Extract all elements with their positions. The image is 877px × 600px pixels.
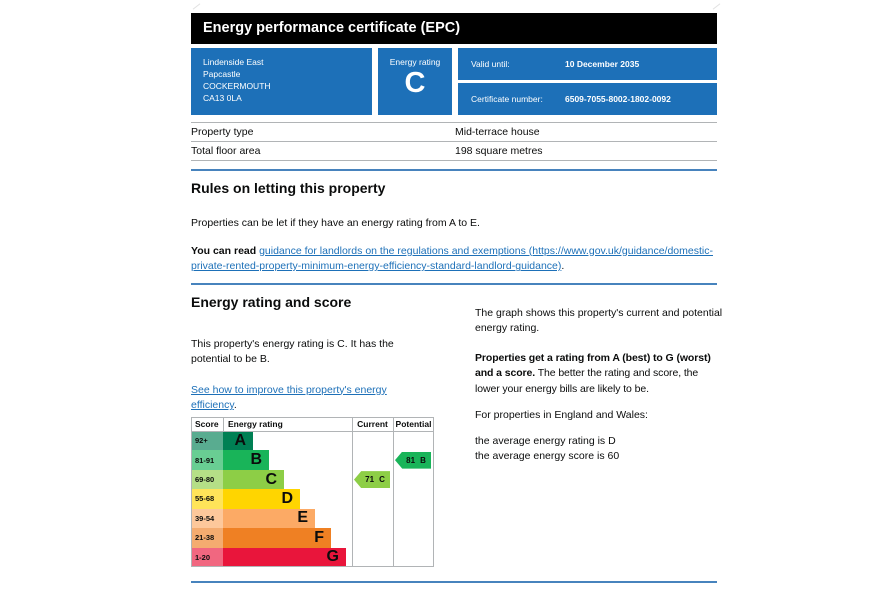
average-score-line: the average energy score is 60: [475, 450, 620, 463]
section-divider: [191, 169, 717, 171]
band-bar-f: F: [223, 528, 331, 548]
potential-rating-arrow: 81 B: [395, 451, 431, 469]
valid-until-box: Valid until: 10 December 2035: [458, 48, 717, 80]
property-details-table: Property type Mid-terrace house Total fl…: [191, 122, 717, 161]
england-wales-paragraph: For properties in England and Wales:: [475, 408, 648, 421]
chart-header-score: Score: [195, 419, 219, 429]
rules-paragraph-2: You can read guidance for landlords on t…: [191, 244, 715, 276]
valid-until-value: 10 December 2035: [565, 59, 640, 69]
property-type-value: Mid-terrace house: [455, 126, 540, 138]
band-score-b: 81-91: [191, 450, 223, 470]
band-bar-g: G: [223, 547, 346, 567]
address-line-4: CA13 0LA: [203, 92, 242, 103]
chart-column-line-potential: [393, 417, 394, 567]
band-score-e: 39-54: [191, 508, 223, 529]
floor-area-label: Total floor area: [191, 145, 261, 157]
property-address: Lindenside East Papcastle COCKERMOUTH CA…: [191, 48, 372, 115]
band-letter-f: F: [314, 528, 324, 546]
energy-rating-value: C: [404, 67, 426, 99]
chart-column-line-score: [223, 417, 224, 431]
band-score-a: 92+: [191, 431, 223, 451]
graph-explainer-paragraph: The graph shows this property's current …: [475, 306, 723, 335]
potential-rating-arrow-score: 81: [406, 455, 416, 465]
band-score-f: 21-38: [191, 528, 223, 548]
page-title: Energy performance certificate (EPC): [203, 20, 461, 36]
band-bar-c: C: [223, 469, 284, 490]
band-score-g: 1-20: [191, 547, 223, 567]
potential-rating-arrow-letter: B: [420, 455, 426, 465]
section-divider: [191, 283, 717, 285]
current-rating-arrow-letter: C: [379, 475, 385, 485]
address-line-2: Papcastle: [203, 68, 241, 79]
document-content: Energy performance certificate (EPC) Lin…: [191, 0, 722, 600]
page-title-bar: Energy performance certificate (EPC): [191, 13, 717, 44]
band-score-c: 69-80: [191, 469, 223, 490]
band-letter-e: E: [297, 509, 308, 527]
band-score-d: 55-68: [191, 489, 223, 509]
valid-until-label: Valid until:: [471, 59, 510, 69]
chart-header-potential: Potential: [395, 419, 432, 429]
rules-paragraph-2-prefix: You can read: [191, 244, 260, 257]
certificate-number-label: Certificate number:: [471, 94, 543, 104]
table-row: Property type Mid-terrace house: [191, 122, 717, 142]
section-divider: [191, 581, 717, 583]
band-letter-d: D: [281, 489, 293, 507]
band-bar-d: D: [223, 489, 300, 509]
band-bar-e: E: [223, 508, 315, 529]
averages-paragraph: the average energy rating is D the averag…: [475, 434, 725, 466]
band-letter-g: G: [326, 548, 339, 566]
rules-paragraph-1: Properties can be let if they have an en…: [191, 216, 480, 229]
improve-suffix: .: [233, 399, 237, 412]
chart-header-current: Current: [357, 419, 388, 429]
rating-explainer-paragraph: Properties get a rating from A (best) to…: [475, 351, 725, 398]
current-rating-arrow-score: 71: [365, 475, 375, 485]
average-rating-line: the average energy rating is D: [475, 434, 616, 447]
band-bar-b: B: [223, 450, 269, 470]
property-type-label: Property type: [191, 126, 254, 138]
band-letter-b: B: [250, 451, 262, 469]
current-rating-arrow: 71 C: [354, 471, 390, 489]
landlord-guidance-link[interactable]: guidance for landlords on the regulation…: [191, 244, 713, 273]
band-letter-c: C: [265, 470, 277, 488]
chart-header-rating: Energy rating: [228, 419, 283, 429]
table-row: Total floor area 198 square metres: [191, 142, 717, 161]
epc-rating-chart: Score Energy rating Current Potential 92+ A 81…: [191, 417, 434, 567]
improve-efficiency-link[interactable]: See how to improve this property's energ…: [191, 383, 387, 412]
rating-score-heading: Energy rating and score: [191, 294, 352, 310]
improve-paragraph: See how to improve this property's energ…: [191, 383, 429, 415]
rules-paragraph-2-suffix: .: [561, 260, 565, 273]
band-bar-a: A: [223, 431, 253, 451]
rating-summary-paragraph: This property's energy rating is C. It h…: [191, 337, 394, 366]
certificate-summary: Lindenside East Papcastle COCKERMOUTH CA…: [191, 48, 717, 115]
certificate-number-value: 6509-7055-8002-1802-0092: [565, 94, 671, 104]
chart-header-underline: [191, 431, 434, 432]
floor-area-value: 198 square metres: [455, 145, 543, 157]
address-line-3: COCKERMOUTH: [203, 80, 271, 91]
certificate-number-box: Certificate number: 6509-7055-8002-1802-…: [458, 83, 717, 115]
chart-outline: [191, 417, 434, 567]
rating-explainer-bold: Properties get a rating from A (best) to…: [475, 351, 711, 380]
address-line-1: Lindenside East: [203, 57, 264, 67]
energy-rating-box: Energy rating C: [378, 48, 452, 115]
band-letter-a: A: [234, 431, 246, 449]
rating-explainer-rest: The better the rating and score, the low…: [475, 367, 699, 395]
rules-heading: Rules on letting this property: [191, 180, 386, 196]
energy-rating-label: Energy rating: [389, 57, 441, 67]
chart-column-line-current: [352, 417, 353, 567]
